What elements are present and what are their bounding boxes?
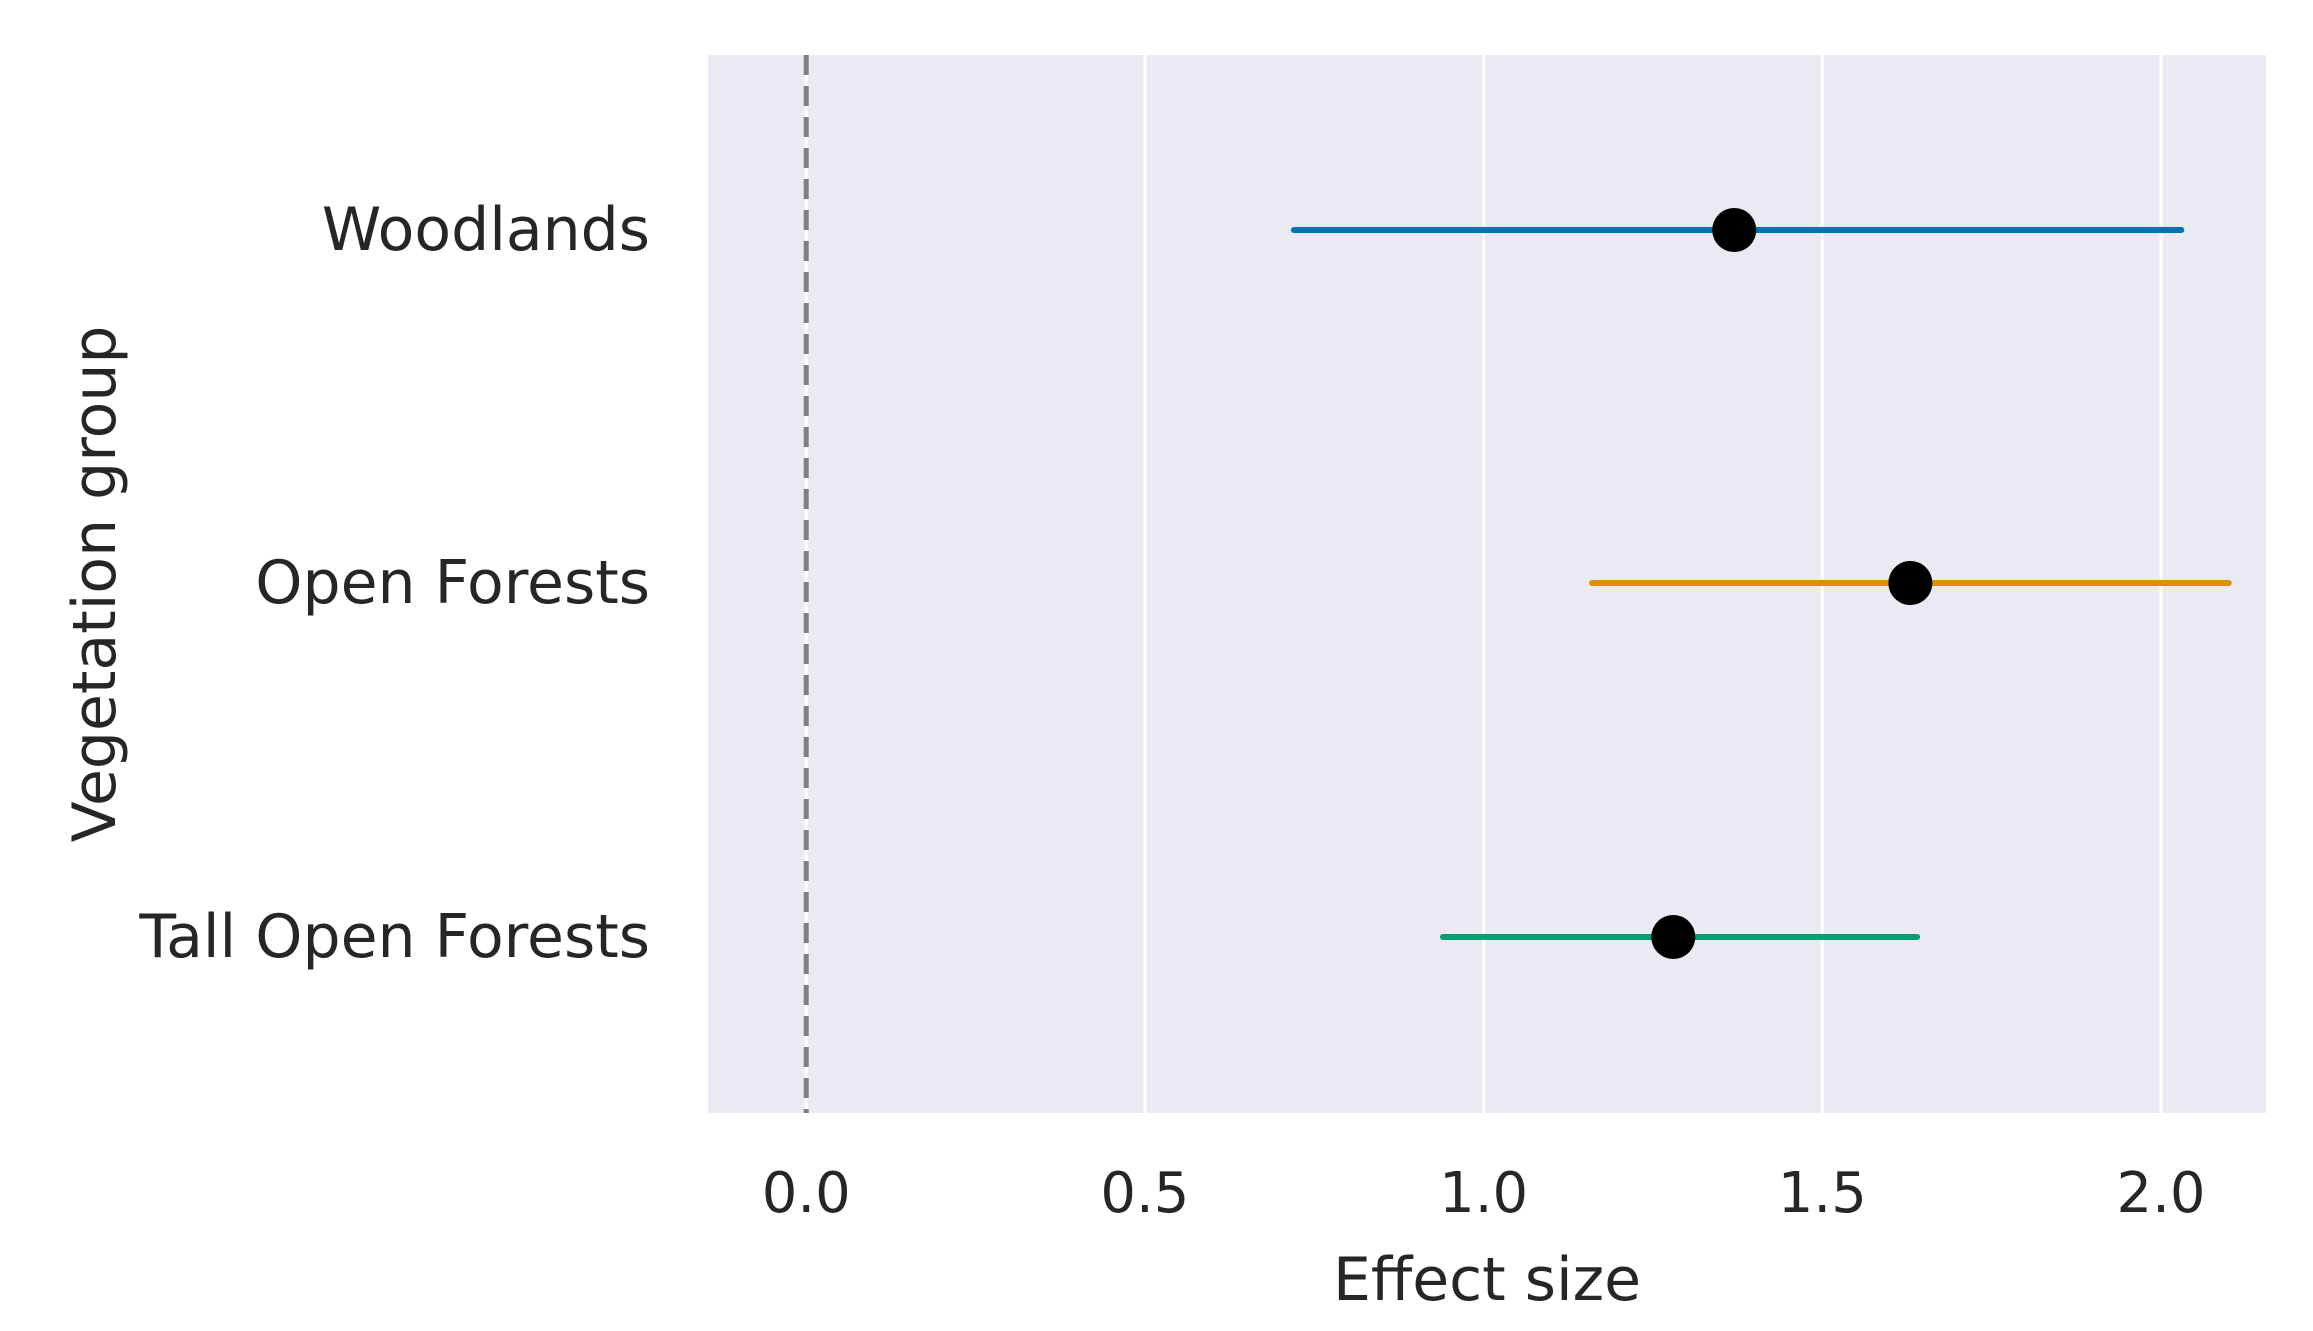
x-tick-label-3: 1.5 <box>1778 1161 1867 1226</box>
y-axis-title: Vegetation group <box>60 326 130 843</box>
y-tick-labels: Woodlands Open Forests Tall Open Forests <box>138 195 650 972</box>
y-tick-label-tall-open-forests: Tall Open Forests <box>138 902 650 972</box>
x-tick-label-0: 0.0 <box>762 1161 851 1226</box>
x-tick-label-4: 2.0 <box>2116 1161 2205 1226</box>
x-axis-title: Effect size <box>1333 1245 1641 1315</box>
point-tall-open-forests <box>1651 915 1696 959</box>
point-estimates <box>1651 208 1933 959</box>
point-woodlands <box>1712 208 1757 252</box>
x-tick-labels: 0.0 0.5 1.0 1.5 2.0 <box>762 1161 2206 1226</box>
y-tick-label-woodlands: Woodlands <box>322 195 650 265</box>
y-tick-label-open-forests: Open Forests <box>255 548 650 618</box>
point-open-forests <box>1888 561 1933 605</box>
x-tick-label-1: 0.5 <box>1100 1161 1189 1226</box>
x-tick-label-2: 1.0 <box>1439 1161 1528 1226</box>
